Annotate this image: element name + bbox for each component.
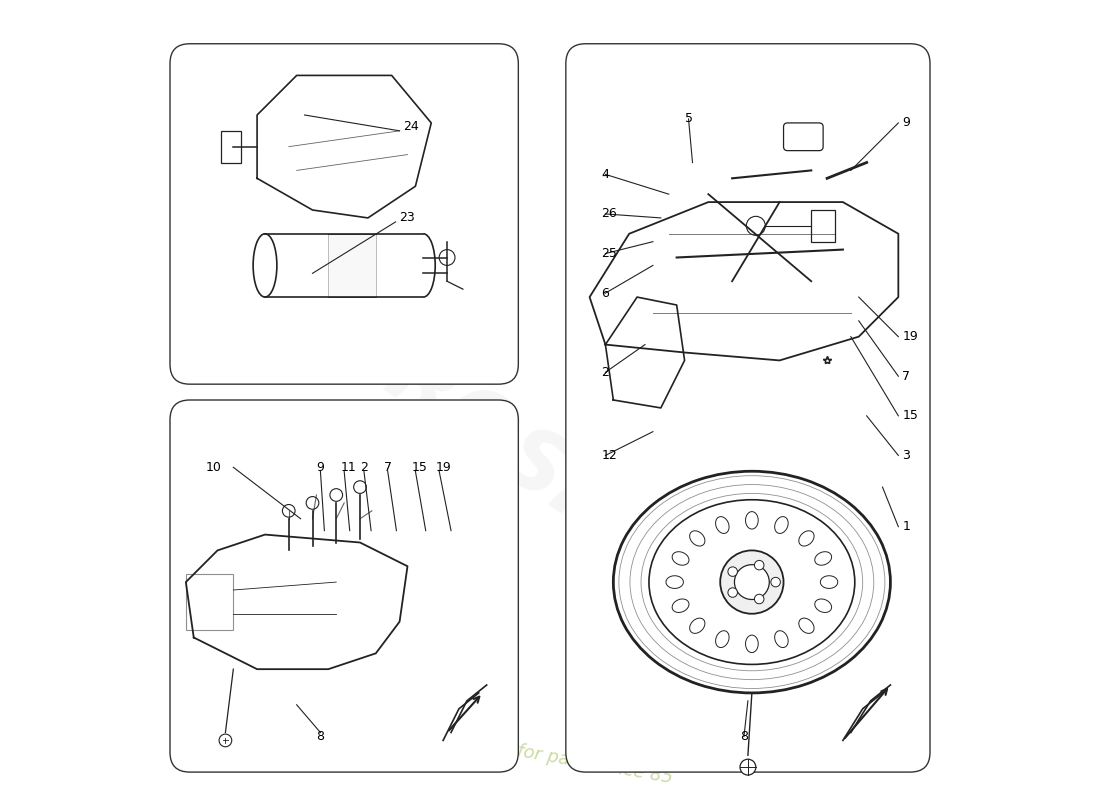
- Bar: [186, 574, 233, 630]
- Text: 6: 6: [602, 286, 609, 300]
- Text: 3: 3: [902, 449, 910, 462]
- Bar: [221, 131, 241, 162]
- Text: 1: 1: [902, 520, 910, 533]
- Text: 9: 9: [902, 117, 910, 130]
- FancyBboxPatch shape: [565, 44, 930, 772]
- Circle shape: [720, 550, 783, 614]
- Text: 26: 26: [602, 207, 617, 221]
- Text: a passion for parts since 85: a passion for parts since 85: [426, 726, 674, 786]
- Text: 11: 11: [340, 461, 356, 474]
- Circle shape: [735, 565, 769, 599]
- Text: 9: 9: [317, 461, 324, 474]
- Text: 8: 8: [740, 730, 748, 743]
- FancyBboxPatch shape: [783, 123, 823, 150]
- Text: 7: 7: [902, 370, 911, 382]
- Text: 2: 2: [360, 461, 367, 474]
- Text: 5: 5: [684, 113, 693, 126]
- Circle shape: [219, 734, 232, 746]
- Circle shape: [728, 567, 737, 576]
- Text: 10: 10: [206, 461, 221, 474]
- Text: 15: 15: [902, 410, 918, 422]
- Text: 19: 19: [436, 461, 451, 474]
- Circle shape: [306, 497, 319, 510]
- Circle shape: [746, 216, 766, 235]
- Circle shape: [755, 594, 764, 604]
- FancyBboxPatch shape: [170, 44, 518, 384]
- Text: 23: 23: [399, 211, 416, 225]
- Bar: [812, 210, 835, 242]
- FancyBboxPatch shape: [170, 400, 518, 772]
- Circle shape: [755, 560, 764, 570]
- Circle shape: [728, 588, 737, 598]
- Text: 7: 7: [384, 461, 392, 474]
- Circle shape: [283, 505, 295, 517]
- Text: EUROSPARES: EUROSPARES: [264, 262, 836, 697]
- Text: 25: 25: [602, 247, 617, 260]
- Circle shape: [354, 481, 366, 494]
- Text: 4: 4: [602, 168, 609, 181]
- Text: 15: 15: [411, 461, 427, 474]
- Text: 12: 12: [602, 449, 617, 462]
- Circle shape: [771, 578, 780, 587]
- Text: 19: 19: [902, 330, 918, 343]
- Text: 2: 2: [602, 366, 609, 378]
- Circle shape: [439, 250, 455, 266]
- Text: 8: 8: [317, 730, 324, 743]
- Text: 24: 24: [404, 120, 419, 134]
- Circle shape: [330, 489, 342, 502]
- Bar: [328, 234, 376, 297]
- Circle shape: [740, 759, 756, 775]
